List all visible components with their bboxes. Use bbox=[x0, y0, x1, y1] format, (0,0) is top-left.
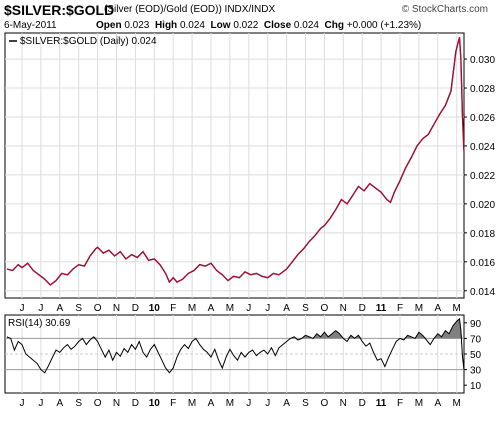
chart-subtitle: (Silver (EOD)/Gold (EOD)) INDX/INDX bbox=[104, 4, 276, 15]
rsi-x-tick-label: M bbox=[226, 398, 234, 409]
price-y-tick-label: 0.016 bbox=[470, 258, 495, 269]
price-x-tick-label: 11 bbox=[376, 303, 387, 314]
rsi-x-tick-label: M bbox=[188, 398, 196, 409]
price-x-tick-label: F bbox=[170, 303, 176, 314]
low-label: Low bbox=[210, 20, 231, 31]
rsi-x-tick-label: M bbox=[415, 398, 423, 409]
rsi-series-line bbox=[6, 317, 465, 374]
chart-title: $SILVER:$GOLD bbox=[4, 2, 115, 18]
change-value: +0.000 (+1.23%) bbox=[346, 20, 422, 31]
price-y-tick-label: 0.022 bbox=[470, 171, 495, 182]
price-y-tick-label: 0.024 bbox=[470, 142, 495, 153]
open-label: Open bbox=[96, 20, 122, 31]
rsi-y-tick-label: 30 bbox=[470, 366, 482, 377]
price-x-tick-label: N bbox=[113, 303, 120, 314]
price-x-tick-label: 10 bbox=[149, 303, 161, 314]
rsi-x-tick-label: J bbox=[265, 398, 270, 409]
price-x-tick-label: M bbox=[226, 303, 234, 314]
rsi-x-tick-label: A bbox=[434, 398, 441, 409]
rsi-x-tick-label: 10 bbox=[149, 398, 161, 409]
price-x-tick-label: A bbox=[434, 303, 441, 314]
close-label: Close bbox=[263, 20, 292, 31]
rsi-legend-label: RSI(14) 30.69 bbox=[8, 318, 71, 329]
price-x-tick-label: F bbox=[397, 303, 403, 314]
rsi-x-tick-label: F bbox=[170, 398, 176, 409]
rsi-legend-bg bbox=[6, 316, 90, 328]
low-value: 0.022 bbox=[233, 20, 259, 31]
rsi-x-tick-label: J bbox=[246, 398, 251, 409]
high-label: High bbox=[154, 20, 178, 31]
price-y-tick-label: 0.028 bbox=[470, 84, 495, 95]
rsi-x-tick-label: S bbox=[75, 398, 82, 409]
quote-date: 6-May-2011 bbox=[4, 20, 57, 31]
rsi-y-tick-label: 10 bbox=[470, 381, 482, 392]
rsi-y-tick-label: 90 bbox=[470, 319, 482, 330]
rsi-x-tick-label: M bbox=[453, 398, 461, 409]
price-series-highlight bbox=[6, 37, 465, 286]
price-x-tick-label: O bbox=[321, 303, 329, 314]
rsi-x-tick-label: S bbox=[302, 398, 309, 409]
ohlc-stats: Open 0.023 High 0.024 Low 0.022 Close 0.… bbox=[96, 20, 421, 31]
rsi-y-tick-label: 70 bbox=[470, 334, 482, 345]
price-x-tick-label: N bbox=[340, 303, 347, 314]
brand-watermark: © StockCharts.com bbox=[401, 4, 488, 15]
rsi-x-tick-label: D bbox=[359, 398, 366, 409]
rsi-x-tick-label: O bbox=[94, 398, 102, 409]
price-panel-frame bbox=[4, 32, 465, 299]
price-y-tick-label: 0.030 bbox=[470, 55, 495, 66]
price-x-tick-label: O bbox=[94, 303, 102, 314]
rsi-x-tick-label: A bbox=[56, 398, 63, 409]
close-value: 0.024 bbox=[293, 20, 319, 31]
open-value: 0.023 bbox=[124, 20, 150, 31]
price-x-tick-label: J bbox=[38, 303, 43, 314]
rsi-x-tick-label: O bbox=[321, 398, 329, 409]
price-y-tick-label: 0.020 bbox=[470, 200, 495, 211]
price-y-tick-label: 0.026 bbox=[470, 113, 495, 124]
rsi-y-tick-label: 50 bbox=[470, 350, 482, 361]
change-label: Chg bbox=[324, 20, 344, 31]
rsi-x-tick-label: J bbox=[20, 398, 25, 409]
rsi-x-tick-label: A bbox=[208, 398, 215, 409]
price-legend-label: $SILVER:$GOLD (Daily) 0.024 bbox=[20, 36, 157, 47]
price-x-tick-label: S bbox=[75, 303, 82, 314]
rsi-x-tick-label: F bbox=[397, 398, 403, 409]
price-y-tick-label: 0.014 bbox=[470, 287, 495, 298]
rsi-x-tick-label: N bbox=[340, 398, 347, 409]
rsi-x-tick-label: A bbox=[283, 398, 290, 409]
high-value: 0.024 bbox=[179, 20, 205, 31]
price-x-tick-label: D bbox=[359, 303, 366, 314]
rsi-x-tick-label: 11 bbox=[376, 398, 387, 409]
price-x-tick-label: J bbox=[265, 303, 270, 314]
price-x-tick-label: A bbox=[56, 303, 63, 314]
rsi-x-tick-label: N bbox=[113, 398, 120, 409]
price-x-tick-label: J bbox=[246, 303, 251, 314]
rsi-x-tick-label: D bbox=[132, 398, 139, 409]
price-y-tick-label: 0.018 bbox=[470, 229, 495, 240]
price-x-tick-label: M bbox=[453, 303, 461, 314]
price-x-tick-label: D bbox=[132, 303, 139, 314]
rsi-overbought-fill bbox=[6, 318, 464, 339]
price-x-tick-label: A bbox=[208, 303, 215, 314]
rsi-x-tick-label: J bbox=[38, 398, 43, 409]
price-x-tick-label: M bbox=[415, 303, 423, 314]
price-x-tick-label: S bbox=[302, 303, 309, 314]
price-x-tick-label: A bbox=[283, 303, 290, 314]
price-x-tick-label: M bbox=[188, 303, 196, 314]
price-x-tick-label: J bbox=[20, 303, 25, 314]
